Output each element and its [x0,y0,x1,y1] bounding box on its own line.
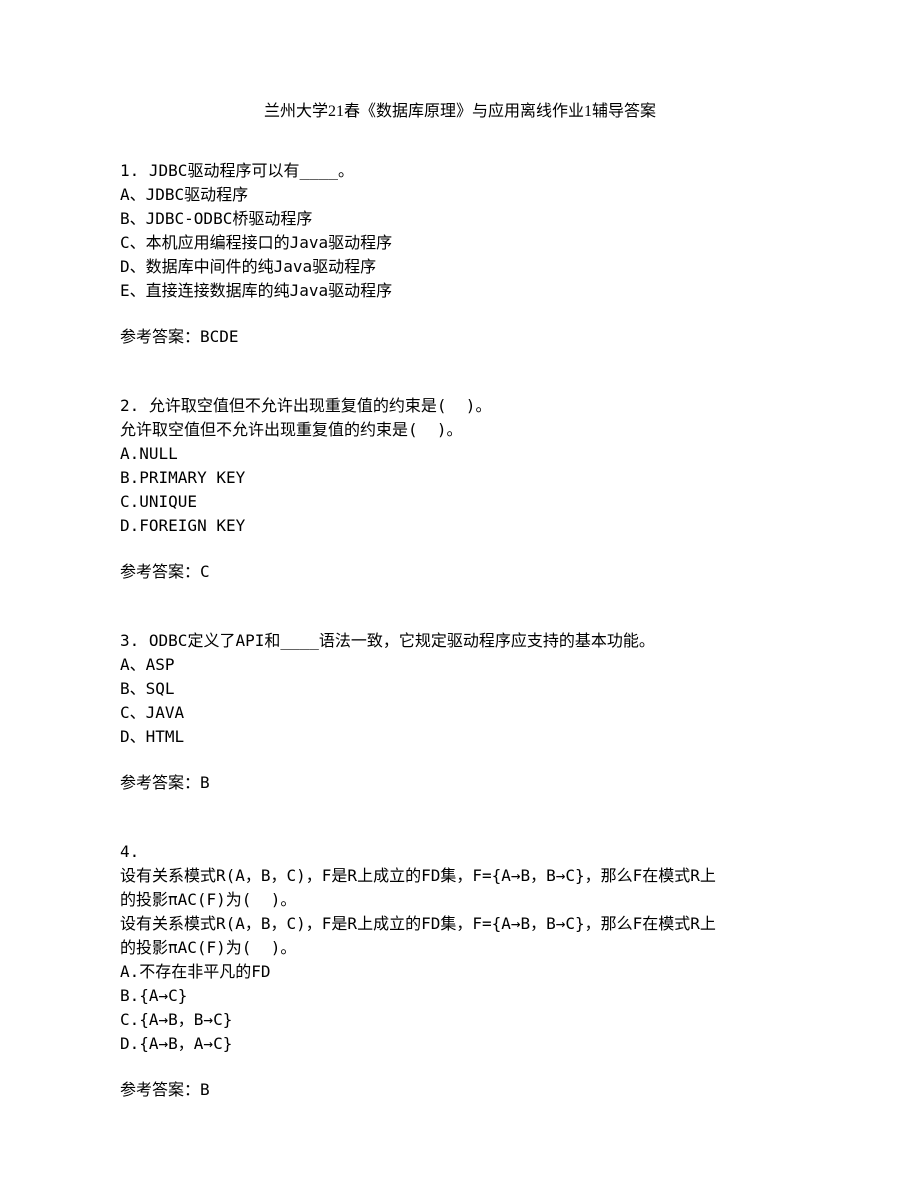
question-repeat-stem: 允许取空值但不允许出现重复值的约束是( )。 [120,418,800,442]
answer-line: 参考答案：B [120,771,800,795]
question-option: A、JDBC驱动程序 [120,183,800,207]
question-option: C.{A→B，B→C} [120,1008,800,1032]
question-option: A.NULL [120,442,800,466]
question-option: E、直接连接数据库的纯Java驱动程序 [120,279,800,303]
question-option: C、JAVA [120,701,800,725]
question-option: A、ASP [120,653,800,677]
question-option: B.PRIMARY KEY [120,466,800,490]
question-option: B、SQL [120,677,800,701]
answer-line: 参考答案：C [120,560,800,584]
question-option: B.{A→C} [120,984,800,1008]
question-option: C.UNIQUE [120,490,800,514]
question-4: 4. 设有关系模式R(A，B，C)，F是R上成立的FD集，F={A→B，B→C}… [120,840,800,1102]
document-title: 兰州大学21春《数据库原理》与应用离线作业1辅导答案 [120,100,800,124]
question-stem-line: 设有关系模式R(A，B，C)，F是R上成立的FD集，F={A→B，B→C}，那么… [120,912,800,936]
question-option: D、数据库中间件的纯Java驱动程序 [120,255,800,279]
question-1: 1. JDBC驱动程序可以有____。 A、JDBC驱动程序 B、JDBC-OD… [120,159,800,349]
question-option: A.不存在非平凡的FD [120,960,800,984]
answer-line: 参考答案：B [120,1078,800,1102]
question-option: D、HTML [120,725,800,749]
question-3: 3. ODBC定义了API和____语法一致，它规定驱动程序应支持的基本功能。 … [120,629,800,795]
answer-line: 参考答案：BCDE [120,325,800,349]
question-option: D.{A→B，A→C} [120,1032,800,1056]
question-stem: 2. 允许取空值但不允许出现重复值的约束是( )。 [120,394,800,418]
question-option: B、JDBC-ODBC桥驱动程序 [120,207,800,231]
question-stem-line: 设有关系模式R(A，B，C)，F是R上成立的FD集，F={A→B，B→C}，那么… [120,864,800,888]
question-option: D.FOREIGN KEY [120,514,800,538]
question-stem: 1. JDBC驱动程序可以有____。 [120,159,800,183]
question-option: C、本机应用编程接口的Java驱动程序 [120,231,800,255]
question-stem: 3. ODBC定义了API和____语法一致，它规定驱动程序应支持的基本功能。 [120,629,800,653]
question-number: 4. [120,840,800,864]
question-stem-line: 的投影πAC(F)为( )。 [120,888,800,912]
question-stem-line: 的投影πAC(F)为( )。 [120,936,800,960]
question-2: 2. 允许取空值但不允许出现重复值的约束是( )。 允许取空值但不允许出现重复值… [120,394,800,584]
